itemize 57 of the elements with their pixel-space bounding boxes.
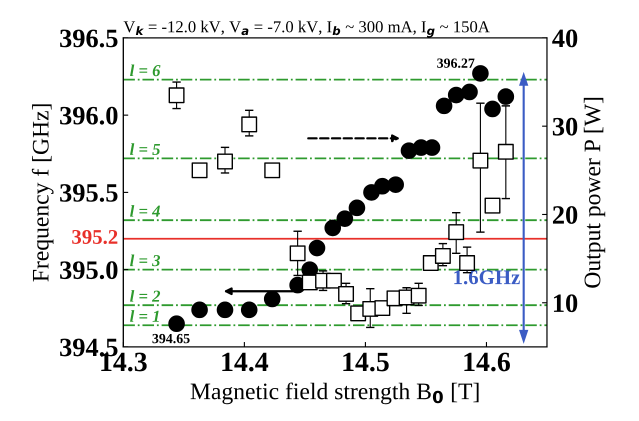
- point: [168, 87, 185, 104]
- point: [324, 220, 342, 236]
- annotation: l = 4: [130, 205, 160, 217]
- point: [498, 88, 514, 105]
- point: [498, 144, 514, 160]
- point: [348, 200, 366, 216]
- point: [191, 302, 208, 318]
- point: [461, 84, 478, 100]
- y-tick-label: 395.5: [60, 184, 118, 202]
- point: [338, 286, 354, 302]
- y-tick-label: 396.5: [60, 30, 118, 48]
- annotation: 1.6GHz: [454, 270, 520, 284]
- point: [264, 162, 280, 178]
- x-axis-title: Magnetic field strength B$_{0}$ [T]: [190, 382, 479, 404]
- annotation: l = 3: [130, 254, 160, 266]
- point: [216, 302, 234, 318]
- point: [264, 290, 281, 308]
- x-tick-label: 14.4: [222, 352, 268, 372]
- point: [326, 272, 342, 289]
- point: [217, 154, 233, 170]
- point: [308, 240, 326, 256]
- x-tick-label: 14.5: [343, 352, 389, 372]
- point: [436, 98, 452, 114]
- point: [168, 315, 185, 332]
- point: [484, 100, 501, 118]
- data-label: 394.65: [152, 334, 190, 344]
- point: [448, 86, 464, 104]
- point: [192, 162, 208, 178]
- y-tick-label: 395.0: [60, 261, 118, 280]
- ref-line-label: 395.2: [72, 230, 118, 244]
- point: [484, 198, 500, 214]
- y2-tick-label: 20: [552, 206, 578, 224]
- y2-tick-label: 30: [552, 118, 578, 136]
- y2-tick-label: 10: [554, 294, 578, 312]
- y2-tick-label: 40: [552, 29, 578, 48]
- chart-title: V$_{k}$ = -12.0 kV, V$_{a}$ = -7.0 kV, I$_{b}$ ~ 300 mA, I$_{g}$ ~ 150A: [124, 20, 490, 38]
- point: [472, 152, 488, 169]
- x-tick-label: 14.6: [464, 352, 510, 372]
- point: [448, 224, 464, 240]
- point: [240, 302, 258, 318]
- point: [374, 178, 391, 195]
- point: [434, 248, 451, 264]
- point: [336, 210, 354, 227]
- point: [241, 116, 258, 132]
- annotation: l = 2: [130, 290, 160, 302]
- y-axis-title: Frequency f [GHz]: [32, 104, 54, 282]
- annotation: l = 1: [130, 310, 159, 322]
- y2-axis-title: Output power P [W]: [584, 98, 606, 288]
- annotation: l = 5: [130, 143, 160, 156]
- point: [410, 288, 427, 304]
- y-tick-label: 396.0: [60, 106, 118, 125]
- point: [387, 176, 404, 193]
- point: [374, 300, 390, 316]
- annotation: l = 6: [130, 64, 160, 76]
- point: [459, 255, 476, 272]
- point: [290, 245, 306, 262]
- data-label: 396.27: [437, 58, 475, 68]
